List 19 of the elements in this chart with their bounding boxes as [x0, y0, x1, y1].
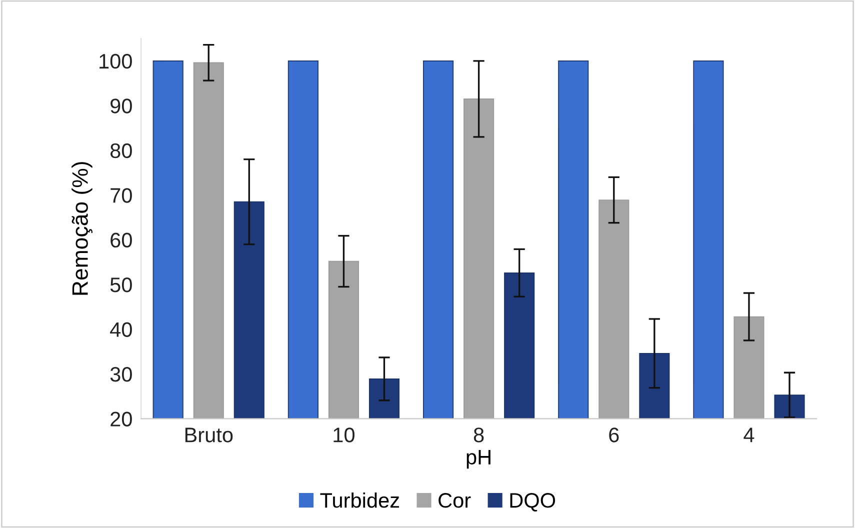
y-tick-label: 20: [110, 412, 132, 426]
x-axis-title: pH: [466, 450, 490, 469]
legend-label: DQO: [510, 493, 556, 512]
y-tick-label: 90: [110, 98, 132, 114]
x-tick-label: 8: [474, 428, 484, 442]
y-tick-label: 100: [100, 54, 132, 69]
y-tick-label: 40: [110, 322, 132, 338]
y-tick-label: 60: [110, 232, 132, 248]
legend-label: Cor: [438, 493, 471, 508]
x-tick-label: 6: [609, 428, 619, 442]
y-tick-label: 70: [110, 188, 132, 203]
legend-label: Turbidez: [320, 492, 400, 508]
y-axis-title: Remoção (%): [72, 162, 92, 295]
y-tick-label: 80: [110, 143, 132, 158]
x-tick-label: 4: [744, 428, 754, 442]
x-tick-label: 10: [334, 428, 354, 442]
y-tick-label: 30: [110, 366, 132, 382]
y-tick-label: 50: [110, 278, 132, 292]
x-tick-label: Bruto: [185, 428, 233, 442]
